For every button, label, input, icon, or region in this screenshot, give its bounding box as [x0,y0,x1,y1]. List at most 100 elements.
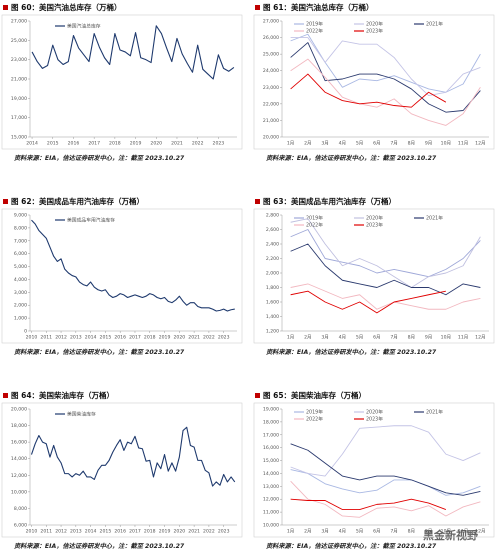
y-tick-label: 25,000 [11,38,27,44]
x-tick-label: 2016 [114,529,126,535]
y-tick-label: 11,000 [263,510,279,516]
y-tick-label: 23,000 [11,57,27,63]
plot-frame [1,402,243,538]
legend-label: 2020年 [366,409,383,416]
x-tick-label: 3月 [321,141,329,147]
x-tick-label: 11月 [458,141,468,147]
legend-label: 2021年 [426,409,443,416]
y-tick-label: 1,800 [266,285,279,291]
y-tick-label: 12,000 [11,473,27,479]
x-tick-label: 6月 [373,335,381,341]
x-tick-label: 2012 [55,529,67,535]
x-tick-label: 2021 [188,529,200,535]
series-line [290,229,481,278]
y-tick-label: 19,000 [11,96,27,102]
x-tick-label: 2月 [304,141,312,147]
chart-title: 图 65：美国柴油库存（万桶） [263,390,366,400]
y-tick-label: 15,000 [263,458,279,464]
x-tick-label: 2021 [188,335,200,341]
y-tick-label: 0 [24,329,27,335]
series-line [290,443,481,496]
x-tick-label: 4月 [339,335,347,341]
x-tick-label: 2018 [109,141,121,147]
x-tick-label: 6月 [373,529,381,535]
x-tick-label: 2016 [114,335,126,341]
x-tick-label: 6月 [373,141,381,147]
y-tick-label: 1,000 [14,316,27,322]
x-tick-label: 2010 [26,335,38,341]
x-tick-label: 2022 [192,141,204,147]
x-tick-label: 2023 [213,141,225,147]
y-tick-label: 2,600 [266,227,279,233]
x-tick-label: 2019 [130,141,142,147]
y-tick-label: 20,000 [263,135,279,141]
x-tick-label: 4月 [339,141,347,147]
x-tick-label: 4月 [339,529,347,535]
legend-label: 2023年 [366,222,383,229]
y-tick-label: 18,000 [263,419,279,425]
x-tick-label: 2019 [159,335,171,341]
y-tick-label: 20,000 [11,407,27,413]
y-tick-label: 10,000 [11,489,27,495]
y-tick-label: 25,000 [263,52,279,58]
series-line [290,33,481,93]
x-tick-label: 2019 [159,529,171,535]
legend-label: 2023年 [366,28,383,35]
plot-frame [253,402,495,538]
y-tick-label: 2,000 [14,303,27,309]
chart-title: 图 64：美国柴油库存（万桶） [11,390,114,400]
y-tick-label: 13,000 [263,484,279,490]
x-tick-label: 2020 [173,529,185,535]
legend-label: 美国成品车用汽油库存 [67,217,115,224]
y-tick-label: 15,000 [11,135,27,141]
y-tick-label: 24,000 [263,68,279,74]
x-tick-label: 2013 [70,335,82,341]
x-tick-label: 8月 [408,141,416,147]
legend-label: 2021年 [426,215,443,222]
y-tick-label: 17,000 [11,115,27,121]
series-line [290,425,481,477]
x-tick-label: 5月 [356,529,364,535]
y-tick-label: 1,200 [266,329,279,335]
x-tick-label: 11月 [458,529,468,535]
chart-title: 图 62：美国成品车用汽油库存（万桶） [11,196,144,206]
title-marker [3,199,8,204]
y-tick-label: 14,000 [263,471,279,477]
y-tick-label: 23,000 [263,85,279,91]
x-tick-label: 7月 [390,141,398,147]
x-tick-label: 1月 [287,335,295,341]
x-tick-label: 2015 [100,335,112,341]
series-line [290,480,481,518]
source-note: 资料来源：EIA，信达证券研发中心，注：截至 2023.10.27 [14,348,185,356]
y-tick-label: 18,000 [11,423,27,429]
x-tick-label: 8月 [408,529,416,535]
x-tick-label: 2017 [129,335,141,341]
series-line [290,243,481,296]
y-tick-label: 2,000 [266,271,279,277]
x-tick-label: 2010 [26,529,38,535]
series-line [290,218,481,288]
legend-label: 美国柴油库存 [67,411,96,418]
x-tick-label: 3月 [321,529,329,535]
legend-label: 2022年 [306,222,323,229]
x-tick-label: 1月 [287,529,295,535]
y-tick-label: 3,000 [14,290,27,296]
x-tick-label: 2018 [144,335,156,341]
x-tick-label: 1月 [287,141,295,147]
y-tick-label: 1,400 [266,314,279,320]
legend-label: 2021年 [426,21,443,28]
x-tick-label: 2022 [203,335,215,341]
legend-label: 2020年 [366,215,383,222]
x-tick-label: 8月 [408,335,416,341]
y-tick-label: 22,000 [263,101,279,107]
x-tick-label: 2014 [85,529,97,535]
x-tick-label: 2021 [171,141,183,147]
plot-frame [253,208,495,344]
series-line [290,283,481,310]
series-line [290,37,481,97]
x-tick-label: 2011 [40,335,52,341]
y-tick-label: 1,600 [266,300,279,306]
legend-label: 2020年 [366,21,383,28]
x-tick-label: 2017 [88,141,100,147]
